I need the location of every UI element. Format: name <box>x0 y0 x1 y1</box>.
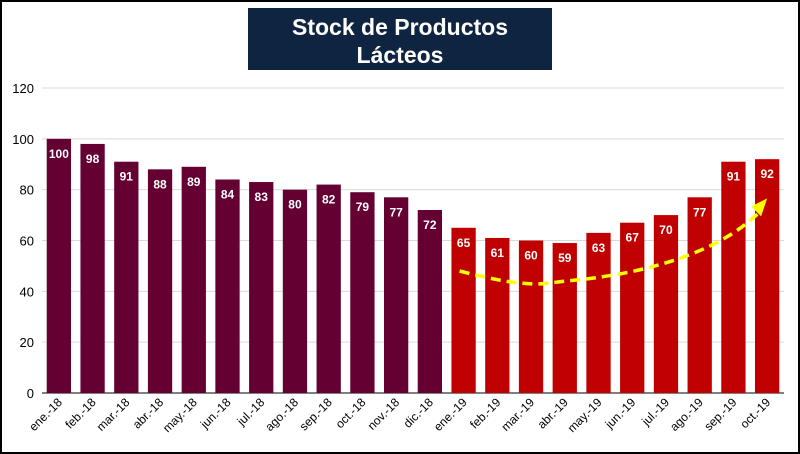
trend-arrowhead <box>751 198 768 217</box>
x-tick-label: dic.-18 <box>401 395 437 431</box>
x-tick-label: mar.-18 <box>94 395 133 434</box>
chart-title-box: Stock de Productos Lácteos - enero 2018 … <box>248 8 552 91</box>
bar <box>80 143 105 393</box>
x-tick-label: ene.-19 <box>431 395 470 434</box>
data-label: 65 <box>457 236 471 250</box>
x-tick-label: mar.-19 <box>498 395 537 434</box>
bar <box>620 222 645 393</box>
data-label: 84 <box>221 188 235 202</box>
bar <box>451 227 476 393</box>
y-tick-label: 20 <box>20 335 34 350</box>
data-label: 100 <box>49 147 69 161</box>
x-tick-label: may.-19 <box>565 395 605 435</box>
y-tick-label: 0 <box>27 386 34 401</box>
trend-arrow <box>459 198 768 286</box>
data-label: 92 <box>760 167 774 181</box>
data-label: 80 <box>288 198 302 212</box>
bar <box>114 161 139 393</box>
bar <box>754 159 780 393</box>
x-tick-label: oct.-18 <box>333 395 369 431</box>
bar <box>316 184 341 393</box>
data-label: 98 <box>86 152 100 166</box>
x-tick-label: ago.-19 <box>667 395 706 434</box>
y-axis: 0 20 40 60 80 100 120 <box>12 81 34 401</box>
bar <box>721 161 746 393</box>
x-tick-label: jun.-18 <box>197 395 234 432</box>
bar <box>586 232 611 393</box>
chart-subtitle: - enero 2018 = 100 - <box>322 72 478 91</box>
x-tick-label: nov.-18 <box>365 395 403 433</box>
bar <box>282 189 308 393</box>
data-label: 67 <box>626 231 640 245</box>
bar <box>147 169 173 393</box>
bar <box>181 166 206 393</box>
bar <box>485 237 510 393</box>
data-label: 79 <box>356 200 370 214</box>
bar <box>350 192 375 393</box>
bar <box>383 197 409 393</box>
y-tick-label: 80 <box>20 183 34 198</box>
x-axis: ene.-18feb.-18mar.-18abr.-18may.-18jun.-… <box>26 395 773 435</box>
x-tick-label: may.-18 <box>160 395 200 435</box>
data-label: 91 <box>727 170 741 184</box>
chart-title: Stock de Productos Lácteos <box>292 14 508 68</box>
y-tick-label: 100 <box>12 132 34 147</box>
y-tick-label: 40 <box>20 284 34 299</box>
data-label: 89 <box>187 175 201 189</box>
data-label: 91 <box>120 170 134 184</box>
x-tick-label: sep.-18 <box>297 395 335 433</box>
data-label: 61 <box>491 246 505 260</box>
bar <box>552 243 577 393</box>
data-label: 60 <box>524 249 538 263</box>
x-tick-label: jun.-19 <box>602 395 639 432</box>
bar <box>249 182 274 393</box>
data-label: 70 <box>659 223 673 237</box>
data-label: 82 <box>322 193 336 207</box>
bar <box>46 138 72 393</box>
data-label: 72 <box>423 218 437 232</box>
bars <box>46 138 780 393</box>
y-tick-label: 60 <box>20 234 34 249</box>
y-tick-label: 120 <box>12 81 34 96</box>
trend-curve <box>459 211 761 286</box>
bar <box>687 197 712 393</box>
bar <box>215 179 240 393</box>
data-labels: 100 98 91 88 89 84 83 80 82 79 77 72 65 61 60 59 63 67 70 7… <box>49 147 774 265</box>
x-tick-label: feb.-19 <box>467 395 504 432</box>
x-tick-label: feb.-18 <box>62 395 99 432</box>
bar <box>417 210 443 393</box>
data-label: 83 <box>255 190 269 204</box>
bar <box>518 240 544 393</box>
data-label: 77 <box>389 205 403 219</box>
data-label: 88 <box>153 177 167 191</box>
x-tick-label: sep.-19 <box>701 395 739 433</box>
data-label: 63 <box>592 241 606 255</box>
data-label: 59 <box>558 251 572 265</box>
bar <box>653 215 679 393</box>
x-tick-label: ago.-18 <box>262 395 301 434</box>
x-tick-label: oct.-19 <box>737 395 773 431</box>
data-label: 77 <box>693 205 707 219</box>
